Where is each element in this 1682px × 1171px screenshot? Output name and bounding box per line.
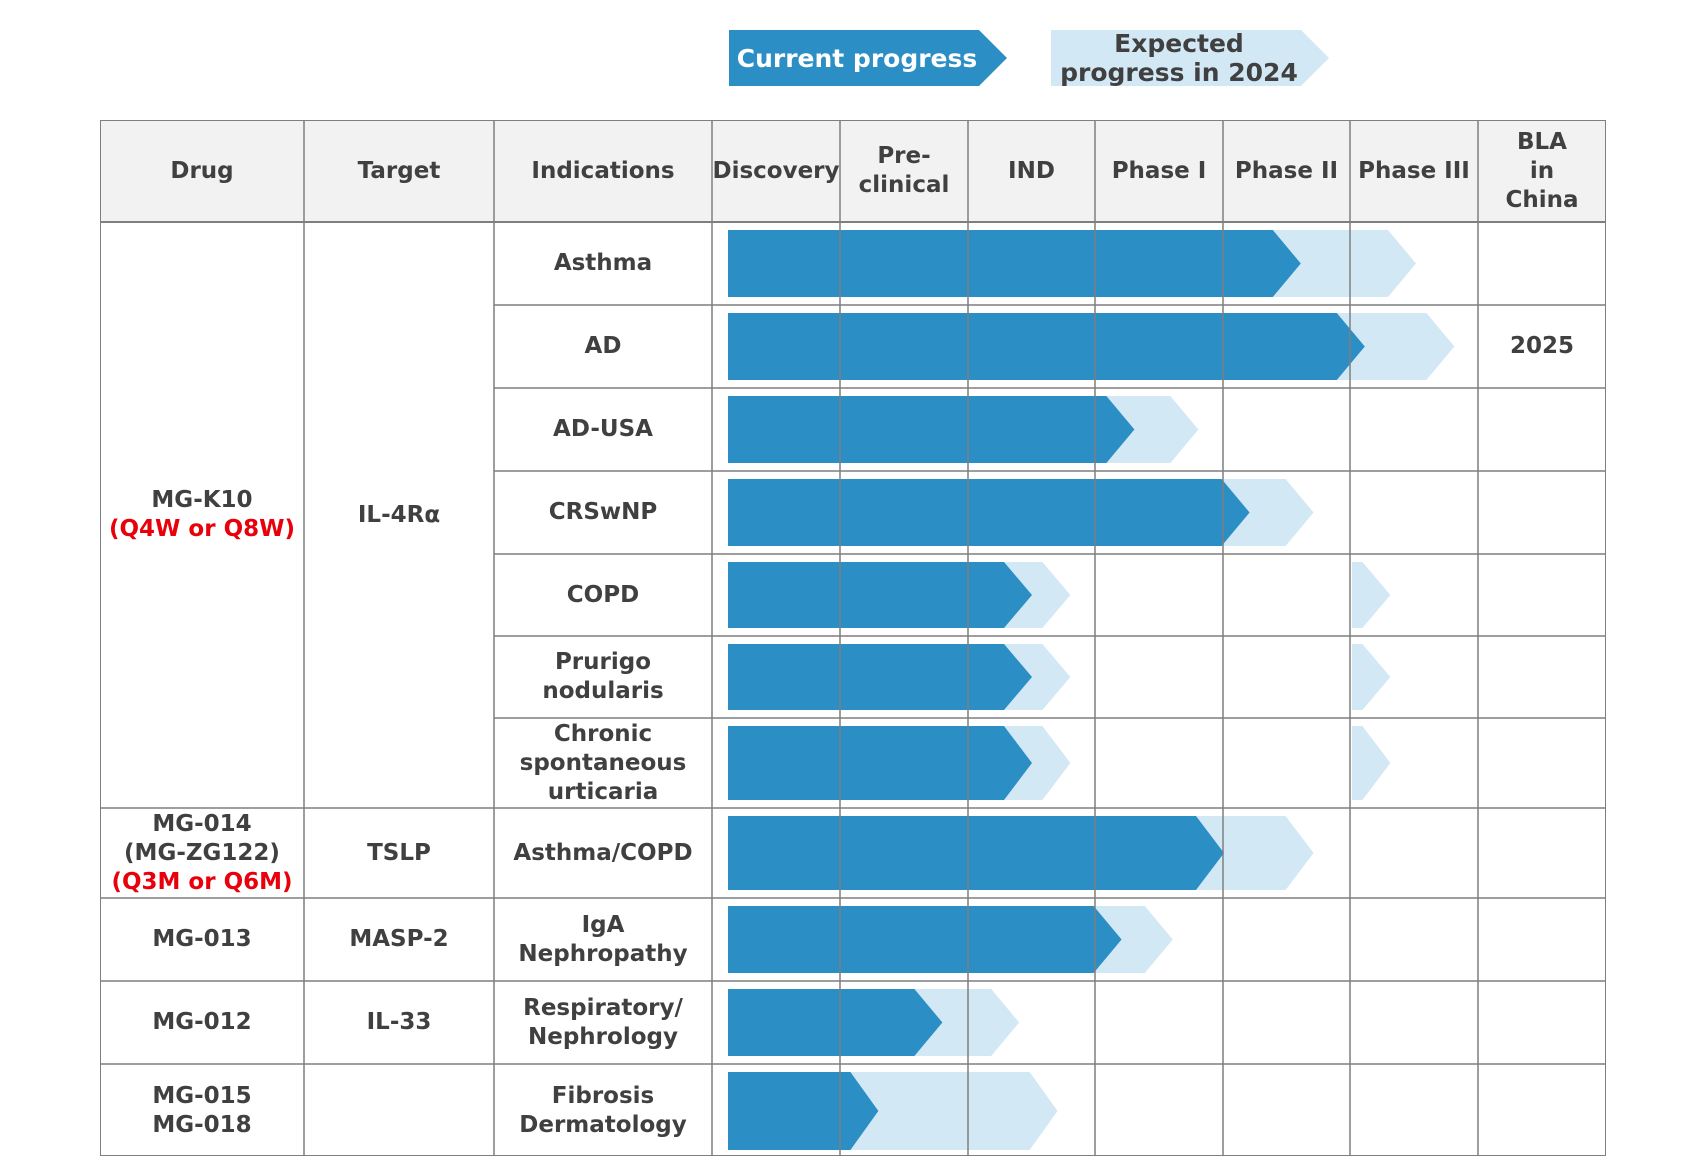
header-phase-ii: Phase II (1234, 157, 1339, 184)
pipeline-grid (100, 120, 1606, 1156)
drug-name: MG-015 MG-018 (152, 1083, 252, 1138)
indication-asthma-copd: Asthma/COPD (513, 839, 693, 866)
expected-bar-copd-phase3 (1352, 562, 1391, 628)
header-phase-iii: Phase III (1358, 157, 1470, 184)
current-bar-respiratory-nephrology (728, 989, 943, 1056)
target-cell: MASP-2 (349, 926, 449, 952)
bla-china-fibrosis-dermatology (1478, 1064, 1606, 1158)
indication-copd: COPD (566, 581, 640, 608)
legend-current-label: Current progress (736, 43, 978, 73)
header-pre-clinical: Pre-clinical (858, 143, 950, 198)
header-ind: IND (1008, 157, 1055, 184)
drug-cell: MG-012 (100, 981, 304, 1064)
header-indications: Indications (531, 157, 675, 184)
dosing-schedule: (Q3M or Q6M) (111, 868, 293, 895)
legend-current-progress: Current progress (729, 30, 1007, 86)
legend-current-arrow (729, 30, 1007, 86)
drug-cell: MG-014 (MG-ZG122) (Q3M or Q6M) (100, 808, 304, 898)
current-bar-asthma (728, 230, 1301, 297)
indication-ad: AD (584, 333, 622, 359)
indication-prurigo-nodularis: Prurigo nodularis (542, 649, 664, 704)
drug-name: MG-K10 (151, 487, 253, 513)
bla-china-iga-nephropathy (1478, 898, 1606, 981)
indication-iga-nephropathy: IgA Nephropathy (518, 911, 688, 967)
legend-expected-label: Expected progress in 2024 (1060, 29, 1298, 87)
header-background (100, 120, 1606, 222)
current-bar-ad (728, 313, 1365, 380)
bla-china-asthma-copd (1478, 808, 1606, 898)
drug-name: MG-014 (MG-ZG122) (124, 810, 280, 866)
drug-name: MG-013 (152, 926, 252, 952)
indication-respiratory-nephrology: Respiratory/ Nephrology (523, 994, 683, 1050)
current-bar-chronic-spontaneous-urticaria (728, 726, 1032, 800)
bla-china-ad: 2025 (1509, 333, 1574, 359)
header-phase-i: Phase I (1111, 157, 1207, 184)
bla-china-copd (1478, 554, 1606, 636)
expected-bar-chronic-spontaneous-urticaria-phase3 (1352, 726, 1391, 800)
indication-crswnp: CRSwNP (548, 499, 658, 525)
drug-cell: MG-015 MG-018 (100, 1064, 304, 1158)
legend-expected-arrow (1051, 30, 1329, 86)
bla-china-respiratory-nephrology (1478, 981, 1606, 1064)
header-target: Target (357, 157, 441, 184)
target-cell: IL-4Rα (357, 501, 441, 528)
legend-expected-progress: Expected progress in 2024 (1051, 29, 1329, 87)
current-bar-ad-usa (728, 396, 1135, 463)
target-cell: TSLP (367, 839, 431, 866)
drug-cell: MG-K10 (Q4W or Q8W) (100, 222, 304, 808)
current-bar-iga-nephropathy (728, 906, 1122, 973)
indication-chronic-spontaneous-urticaria: Chronic spontaneous urticaria (519, 720, 687, 805)
bla-china-crswnp (1478, 471, 1606, 554)
current-bar-prurigo-nodularis (728, 644, 1032, 710)
bla-china-ad-usa (1478, 388, 1606, 471)
bla-china-chronic-spontaneous-urticaria (1478, 718, 1606, 808)
drug-cell: MG-013 (100, 898, 304, 981)
dosing-schedule: (Q4W or Q8W) (108, 516, 296, 542)
current-bar-crswnp (728, 479, 1250, 546)
header-discovery: Discovery (712, 157, 840, 184)
header-bla-in-china: BLA in China (1505, 128, 1579, 213)
pipeline-table: Drug Target Indications Discovery Pre-clinic… (100, 120, 1606, 1156)
bla-china-asthma (1478, 222, 1606, 305)
expected-bar-prurigo-nodularis-phase3 (1352, 644, 1391, 710)
current-bar-asthma-copd (728, 816, 1224, 890)
target-cell: IL-33 (366, 1009, 432, 1035)
current-bar-copd (728, 562, 1032, 628)
target-cell (304, 1064, 494, 1158)
current-bar-fibrosis-dermatology (728, 1072, 879, 1150)
drug-name: MG-012 (152, 1009, 252, 1035)
bla-china-prurigo-nodularis (1478, 636, 1606, 718)
indication-ad-usa: AD-USA (553, 416, 653, 442)
indication-asthma: Asthma (553, 250, 653, 276)
indication-fibrosis-dermatology: Fibrosis Dermatology (519, 1083, 687, 1138)
header-drug: Drug (170, 157, 234, 184)
